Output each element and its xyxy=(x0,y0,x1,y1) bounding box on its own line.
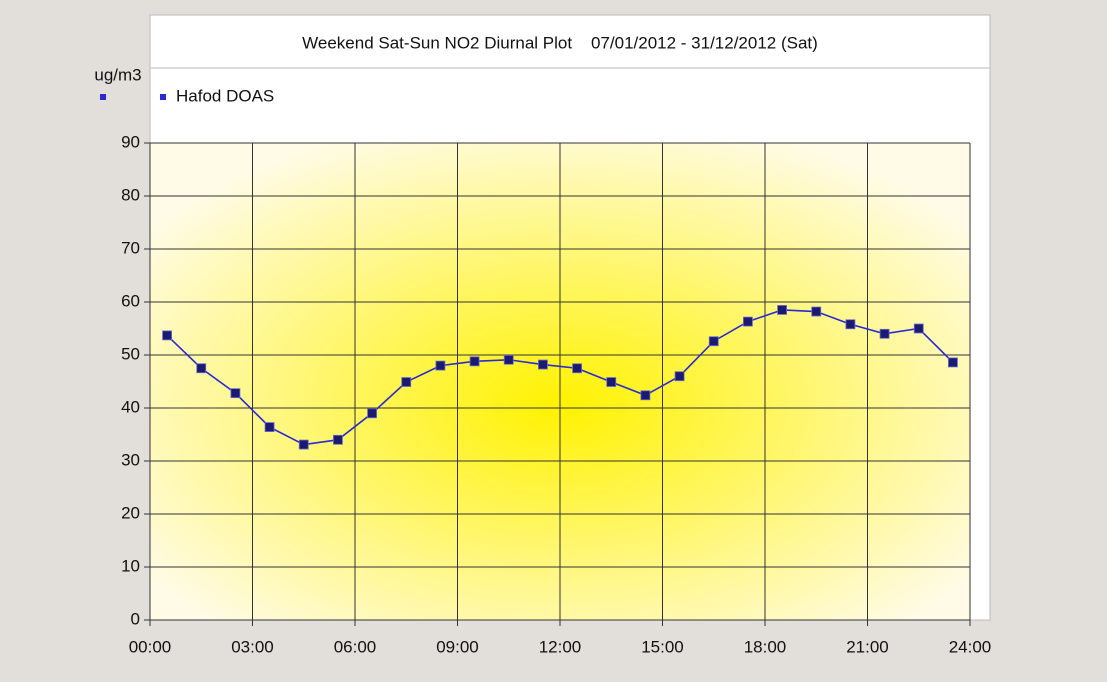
data-point xyxy=(196,363,207,374)
data-point xyxy=(879,328,890,339)
y-tick-label: 20 xyxy=(121,503,140,522)
x-tick-label: 00:00 xyxy=(129,637,172,656)
data-point xyxy=(538,359,548,370)
data-point xyxy=(264,422,275,432)
data-point xyxy=(674,371,685,382)
data-point xyxy=(948,357,958,368)
data-point xyxy=(298,439,309,450)
y-tick-label: 10 xyxy=(121,556,140,575)
data-point xyxy=(572,363,582,374)
x-tick-label: 12:00 xyxy=(539,637,582,656)
x-tick-label: 06:00 xyxy=(334,637,377,656)
data-point xyxy=(503,354,514,365)
y-tick-label: 40 xyxy=(121,397,140,416)
y-tick-label: 60 xyxy=(121,291,140,310)
data-point xyxy=(367,408,377,419)
data-point xyxy=(435,360,446,371)
y-tick-label: 50 xyxy=(121,344,140,363)
x-tick-label: 21:00 xyxy=(846,637,889,656)
series-line xyxy=(166,309,954,446)
chart-title: Weekend Sat-Sun NO2 Diurnal Plot 07/01/2… xyxy=(302,33,818,52)
axis-legend-marker xyxy=(100,94,106,100)
data-point xyxy=(640,390,651,401)
y-tick-label: 80 xyxy=(121,185,140,204)
legend: Hafod DOAS xyxy=(160,86,274,105)
x-tick-label: 24:00 xyxy=(949,637,992,656)
data-point xyxy=(743,316,753,327)
data-point xyxy=(777,305,787,315)
data-point xyxy=(708,336,719,347)
data-point xyxy=(401,377,412,387)
legend-marker xyxy=(160,94,166,100)
data-point xyxy=(845,319,856,330)
data-point xyxy=(162,330,172,341)
data-point xyxy=(913,323,924,334)
data-point xyxy=(333,434,343,445)
y-tick-label: 90 xyxy=(121,132,140,151)
x-tick-label: 03:00 xyxy=(231,637,274,656)
y-axis-label: ug/m3 xyxy=(94,65,141,84)
x-tick-label: 18:00 xyxy=(744,637,787,656)
x-tick-label: 15:00 xyxy=(641,637,684,656)
data-point xyxy=(469,356,480,367)
x-tick-label: 09:00 xyxy=(436,637,479,656)
legend-label: Hafod DOAS xyxy=(176,86,274,105)
y-tick-label: 0 xyxy=(131,609,140,628)
data-point xyxy=(230,388,241,399)
y-tick-label: 70 xyxy=(121,238,140,257)
data-point xyxy=(811,306,822,317)
y-tick-label: 30 xyxy=(121,450,140,469)
data-point xyxy=(606,377,617,387)
